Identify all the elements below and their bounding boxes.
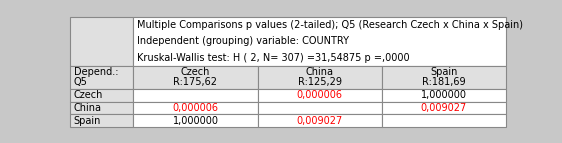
Text: Depend.:: Depend.:	[74, 67, 118, 77]
Text: 0,009027: 0,009027	[297, 116, 343, 126]
Text: R:175,62: R:175,62	[174, 77, 217, 87]
Text: 1,000000: 1,000000	[421, 90, 466, 100]
Bar	[257, 89, 382, 102]
Text: China: China	[306, 67, 334, 77]
Bar	[257, 66, 382, 89]
Text: 0,000006: 0,000006	[173, 103, 219, 113]
Text: 1,000000: 1,000000	[173, 116, 219, 126]
Bar	[133, 66, 257, 89]
Bar	[382, 66, 506, 89]
Bar	[133, 102, 257, 114]
Text: Independent (grouping) variable: COUNTRY: Independent (grouping) variable: COUNTRY	[137, 36, 349, 46]
Bar	[133, 114, 257, 127]
Bar	[257, 102, 382, 114]
Text: R:125,29: R:125,29	[298, 77, 342, 87]
Bar	[257, 114, 382, 127]
Text: Q5: Q5	[74, 77, 88, 87]
Bar	[70, 102, 133, 114]
Text: Spain: Spain	[430, 67, 457, 77]
Bar	[70, 17, 133, 66]
Text: China: China	[74, 103, 102, 113]
Text: 0,009027: 0,009027	[420, 103, 467, 113]
Text: Kruskal-Wallis test: H ( 2, N= 307) =31,54875 p =,0000: Kruskal-Wallis test: H ( 2, N= 307) =31,…	[137, 52, 410, 62]
Text: 0,000006: 0,000006	[297, 90, 343, 100]
Bar	[70, 89, 133, 102]
Text: Czech: Czech	[181, 67, 210, 77]
Bar	[133, 89, 257, 102]
Bar	[382, 114, 506, 127]
Bar	[382, 102, 506, 114]
Bar	[382, 89, 506, 102]
Text: Czech: Czech	[74, 90, 103, 100]
Bar	[133, 17, 506, 66]
Bar	[70, 66, 133, 89]
Text: R:181,69: R:181,69	[422, 77, 465, 87]
Text: Multiple Comparisons p values (2-tailed); Q5 (Research Czech x China x Spain): Multiple Comparisons p values (2-tailed)…	[137, 20, 523, 30]
Text: Spain: Spain	[74, 116, 101, 126]
Bar	[70, 114, 133, 127]
